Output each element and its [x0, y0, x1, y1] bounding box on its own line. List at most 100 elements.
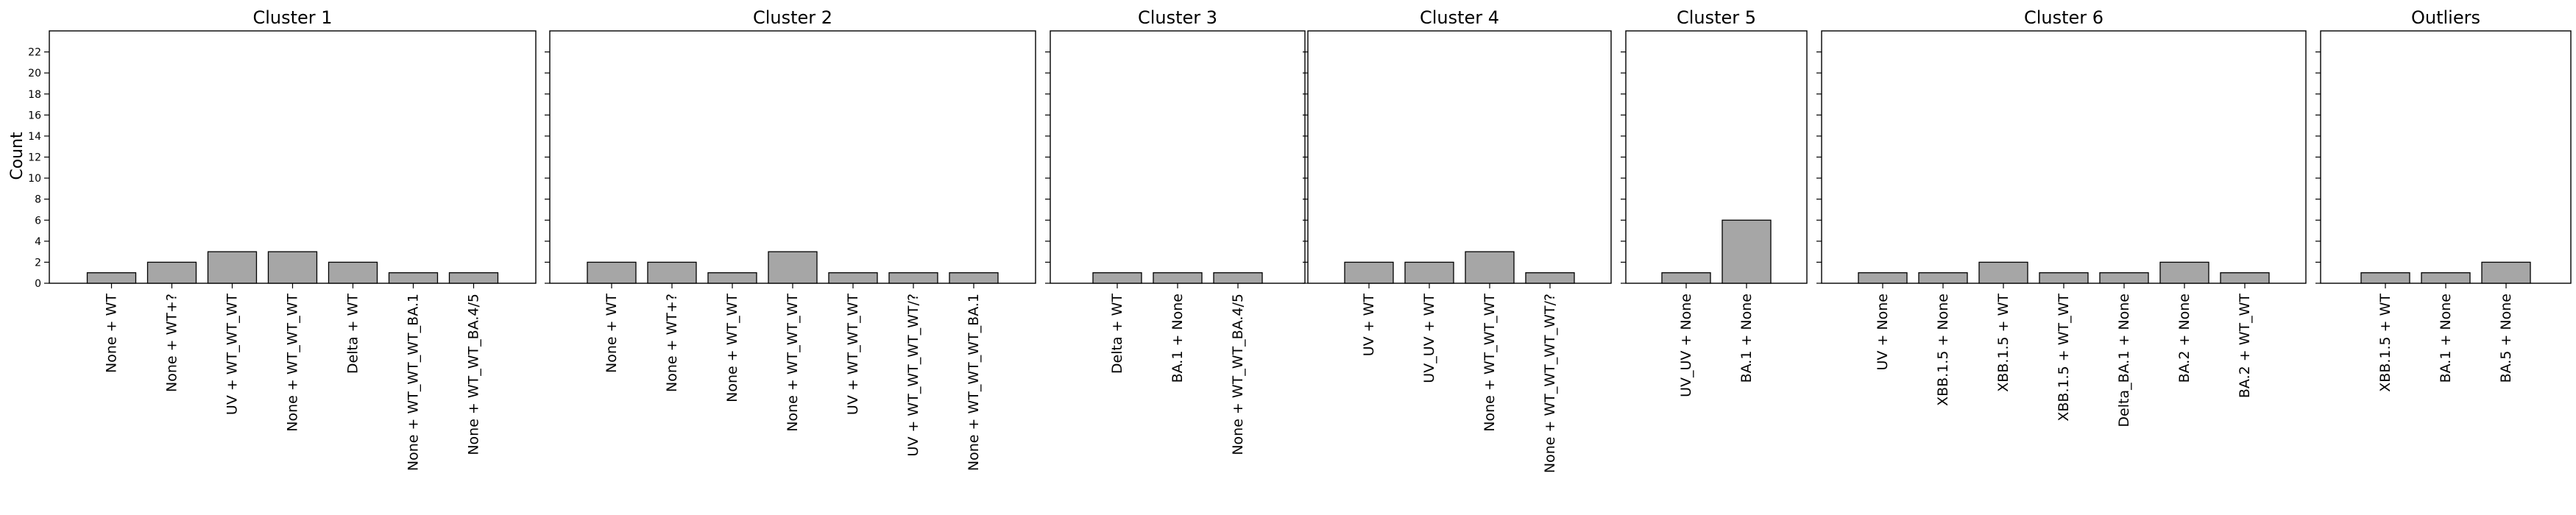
- bar: [448, 272, 499, 284]
- y-tick-label: 12: [28, 152, 41, 164]
- panel-title: Outliers: [2411, 7, 2480, 28]
- bar: [1344, 261, 1394, 284]
- bar: [1858, 272, 1908, 284]
- chart-panel: Cluster 2 None + WT None + WT+? None + WT_W…: [545, 7, 1036, 471]
- bar: [388, 272, 439, 284]
- bar: [2039, 272, 2089, 284]
- x-tick-label: None + WT_WT_BA.4/5: [1230, 294, 1246, 455]
- chart-panel: Cluster 4 UV + WT UV_UV + WT None + WT_WT_W…: [1303, 7, 1612, 473]
- bar: [2099, 272, 2149, 284]
- x-tick-label: None + WT_WT_WT_BA.1: [406, 294, 422, 471]
- x-tick-label: UV + WT_WT_WT: [845, 294, 861, 415]
- panel-title: Cluster 1: [252, 7, 332, 28]
- y-tick-label: 18: [28, 89, 41, 101]
- x-tick-label: None + WT+?: [164, 294, 180, 392]
- x-tick-label: None + WT_WT_WT_WT/?: [1542, 294, 1558, 473]
- x-tick-label: None + WT_WT_BA.4/5: [466, 294, 482, 455]
- bar: [888, 272, 938, 284]
- y-tick-label: 8: [35, 194, 41, 206]
- bar: [2220, 272, 2270, 284]
- x-tick-label: XBB.1.5 + WT: [1995, 294, 2011, 392]
- axes-frame: [1821, 30, 2307, 284]
- bar: [328, 261, 378, 284]
- x-tick-label: None + WT+?: [664, 294, 680, 392]
- axes-frame: [1050, 30, 1306, 284]
- x-tick-label: None + WT_WT_WT: [285, 294, 301, 432]
- x-tick-label: UV + WT_WT_WT: [224, 294, 241, 415]
- bar: [1722, 219, 1772, 284]
- y-tick-label: 6: [35, 215, 41, 227]
- chart-panel: Cluster 1 0 2 4 6 8 10 12 14 16 18 20 22 None + WT Non…: [28, 7, 537, 471]
- x-tick-label: UV + None: [1875, 294, 1891, 370]
- axes-frame: [49, 30, 537, 284]
- x-tick-label: UV_UV + None: [1678, 294, 1694, 397]
- axes-frame: [1625, 30, 1808, 284]
- y-tick-label: 16: [28, 110, 41, 121]
- x-tick-label: BA.5 + None: [2498, 294, 2514, 383]
- x-tick-label: BA.1 + None: [2438, 294, 2454, 383]
- bar: [146, 261, 197, 284]
- x-tick-label: Delta + WT: [1109, 294, 1125, 374]
- bar: [2159, 261, 2209, 284]
- chart-panel: Cluster 5 UV_UV + None BA.1 + None: [1621, 7, 1808, 397]
- panel-title: Cluster 5: [1677, 7, 1756, 28]
- x-tick-label: BA.1 + None: [1170, 294, 1186, 383]
- bar: [2481, 261, 2531, 284]
- x-tick-label: UV + WT: [1361, 294, 1377, 357]
- x-tick-label: UV + WT_WT_WT_WT/?: [905, 294, 921, 456]
- x-tick-label: Delta_BA.1 + None: [2116, 294, 2132, 427]
- panel-title: Cluster 6: [2024, 7, 2103, 28]
- bar: [207, 251, 258, 284]
- y-tick-label: 20: [28, 68, 41, 79]
- bar: [587, 261, 637, 284]
- bar: [768, 251, 818, 284]
- bar: [1918, 272, 1968, 284]
- x-tick-label: BA.2 + None: [2176, 294, 2193, 383]
- bar: [267, 251, 318, 284]
- bar: [86, 272, 137, 284]
- y-axis-label: Count: [8, 132, 26, 180]
- x-tick-label: XBB.1.5 + WT: [2377, 294, 2393, 392]
- y-tick-label: 4: [35, 236, 41, 248]
- x-tick-label: Delta + WT: [345, 294, 361, 374]
- x-tick-label: None + WT_WT_WT: [1482, 294, 1498, 432]
- bar: [2360, 272, 2410, 284]
- bar: [949, 272, 999, 284]
- x-tick-label: XBB.1.5 + None: [1935, 294, 1951, 406]
- bar: [828, 272, 878, 284]
- bar: [1661, 272, 1711, 284]
- axes-frame: [1307, 30, 1612, 284]
- x-tick-label: BA.2 + WT_WT: [2237, 294, 2253, 399]
- bar: [1092, 272, 1142, 284]
- x-tick-label: None + WT_WT_WT_BA.1: [966, 294, 982, 471]
- chart-panels: Cluster 1 0 2 4 6 8 10 12 14 16 18 20 22 None + WT Non…: [28, 7, 2572, 473]
- chart-panel: Cluster 3 Delta + WT BA.1 + None None + WT_…: [1045, 7, 1306, 455]
- axes-frame: [2320, 30, 2572, 284]
- axes-frame: [549, 30, 1036, 284]
- x-tick-label: None + WT: [104, 294, 120, 373]
- bar: [647, 261, 697, 284]
- chart-panel: Outliers XBB.1.5 + WT BA.1 + None BA.5 + No…: [2315, 7, 2572, 392]
- y-tick-label: 2: [35, 257, 41, 269]
- bar: [2421, 272, 2471, 284]
- x-tick-label: None + WT_WT: [724, 294, 740, 402]
- bar: [707, 272, 757, 284]
- x-tick-label: None + WT_WT_WT: [785, 294, 801, 432]
- y-tick-label: 10: [28, 173, 41, 185]
- bar: [1525, 272, 1575, 284]
- bar: [1404, 261, 1454, 284]
- chart-panel: Cluster 6 UV + None XBB.1.5 + None XBB.1.5 …: [1816, 7, 2307, 427]
- y-tick-label: 14: [28, 131, 41, 143]
- x-tick-label: XBB.1.5 + WT_WT: [2056, 294, 2072, 422]
- x-tick-label: BA.1 + None: [1738, 294, 1755, 383]
- y-tick-label: 22: [28, 47, 41, 59]
- y-tick-label: 0: [35, 278, 41, 290]
- bar: [1213, 272, 1263, 284]
- panel-title: Cluster 3: [1138, 7, 1217, 28]
- bar: [1465, 251, 1515, 284]
- bar: [1153, 272, 1203, 284]
- x-tick-label: UV_UV + WT: [1421, 294, 1437, 383]
- panel-title: Cluster 4: [1420, 7, 1499, 28]
- panel-title: Cluster 2: [753, 7, 832, 28]
